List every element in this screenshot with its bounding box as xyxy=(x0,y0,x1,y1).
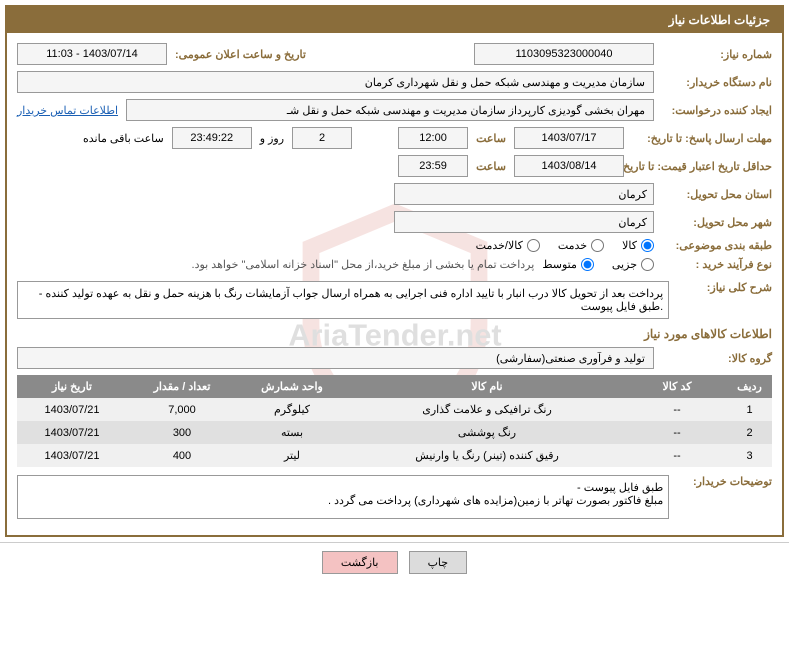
radio-service[interactable]: خدمت xyxy=(558,239,604,252)
th-code: کد کالا xyxy=(627,375,727,398)
th-qty: تعداد / مقدار xyxy=(127,375,237,398)
table-cell: رنگ ترافیکی و علامت گذاری xyxy=(347,398,627,421)
table-row: 3--رقیق کننده (تینر) رنگ یا وارنیشلیتر40… xyxy=(17,444,772,467)
process-label: نوع فرآیند خرید : xyxy=(662,258,772,271)
table-cell: 2 xyxy=(727,421,772,444)
table-cell: بسته xyxy=(237,421,347,444)
remaining-days xyxy=(292,127,352,149)
radio-both[interactable]: کالا/خدمت xyxy=(476,239,540,252)
notes-field[interactable] xyxy=(17,475,669,519)
group-label: گروه کالا: xyxy=(662,352,772,365)
validity-time-label: ساعت xyxy=(476,160,506,173)
province-field[interactable] xyxy=(394,183,654,205)
announce-label: تاریخ و ساعت اعلان عمومی: xyxy=(175,48,306,61)
table-cell: 1403/07/21 xyxy=(17,421,127,444)
th-unit: واحد شمارش xyxy=(237,375,347,398)
remaining-label: ساعت باقی مانده xyxy=(83,132,164,145)
table-cell: 400 xyxy=(127,444,237,467)
deadline-label: مهلت ارسال پاسخ: تا تاریخ: xyxy=(632,132,772,145)
table-cell: لیتر xyxy=(237,444,347,467)
table-cell: -- xyxy=(627,444,727,467)
validity-label: حداقل تاریخ اعتبار قیمت: تا تاریخ: xyxy=(632,160,772,173)
table-cell: 300 xyxy=(127,421,237,444)
creator-label: ایجاد کننده درخواست: xyxy=(662,104,772,117)
buyer-org-field[interactable] xyxy=(17,71,654,93)
category-label: طبقه بندی موضوعی: xyxy=(662,239,772,252)
table-cell: 1403/07/21 xyxy=(17,398,127,421)
deadline-time[interactable] xyxy=(398,127,468,149)
panel-title: جزئیات اطلاعات نیاز xyxy=(7,7,782,33)
table-cell: 7,000 xyxy=(127,398,237,421)
table-cell: 3 xyxy=(727,444,772,467)
th-name: نام کالا xyxy=(347,375,627,398)
table-row: 2--رنگ پوششیبسته3001403/07/21 xyxy=(17,421,772,444)
deadline-date[interactable] xyxy=(514,127,624,149)
radio-medium[interactable]: متوسط xyxy=(542,258,594,271)
city-label: شهر محل تحویل: xyxy=(662,216,772,229)
table-cell: رقیق کننده (تینر) رنگ یا وارنیش xyxy=(347,444,627,467)
need-number-field[interactable] xyxy=(474,43,654,65)
desc-label: شرح کلی نیاز: xyxy=(677,281,772,294)
deadline-time-label: ساعت xyxy=(476,132,506,145)
buyer-org-label: نام دستگاه خریدار: xyxy=(662,76,772,89)
city-field[interactable] xyxy=(394,211,654,233)
th-date: تاریخ نیاز xyxy=(17,375,127,398)
process-radio-group: جزیی متوسط xyxy=(542,258,654,271)
need-number-label: شماره نیاز: xyxy=(662,48,772,61)
group-field[interactable] xyxy=(17,347,654,369)
table-cell: 1 xyxy=(727,398,772,421)
goods-table: ردیف کد کالا نام کالا واحد شمارش تعداد /… xyxy=(17,375,772,467)
table-row: 1--رنگ ترافیکی و علامت گذاریکیلوگرم7,000… xyxy=(17,398,772,421)
radio-minor[interactable]: جزیی xyxy=(612,258,654,271)
process-note: پرداخت تمام یا بخشی از مبلغ خرید،از محل … xyxy=(192,258,535,271)
validity-time[interactable] xyxy=(398,155,468,177)
print-button[interactable]: چاپ xyxy=(409,551,468,574)
desc-field[interactable] xyxy=(17,281,669,319)
days-and-label: روز و xyxy=(260,132,284,145)
table-cell: -- xyxy=(627,421,727,444)
announce-field[interactable] xyxy=(17,43,167,65)
province-label: استان محل تحویل: xyxy=(662,188,772,201)
validity-date[interactable] xyxy=(514,155,624,177)
creator-field[interactable] xyxy=(126,99,654,121)
th-row: ردیف xyxy=(727,375,772,398)
table-cell: 1403/07/21 xyxy=(17,444,127,467)
radio-goods[interactable]: کالا xyxy=(622,239,654,252)
back-button[interactable]: بازگشت xyxy=(322,551,398,574)
notes-label: توضیحات خریدار: xyxy=(677,475,772,488)
footer-buttons: چاپ بازگشت xyxy=(0,542,789,582)
main-panel: جزئیات اطلاعات نیاز شماره نیاز: تاریخ و … xyxy=(5,5,784,537)
table-cell: کیلوگرم xyxy=(237,398,347,421)
category-radio-group: کالا خدمت کالا/خدمت xyxy=(476,239,654,252)
table-cell: رنگ پوششی xyxy=(347,421,627,444)
table-cell: -- xyxy=(627,398,727,421)
remaining-time xyxy=(172,127,252,149)
goods-section-title: اطلاعات کالاهای مورد نیاز xyxy=(17,327,772,341)
buyer-contact-link[interactable]: اطلاعات تماس خریدار xyxy=(17,104,118,117)
